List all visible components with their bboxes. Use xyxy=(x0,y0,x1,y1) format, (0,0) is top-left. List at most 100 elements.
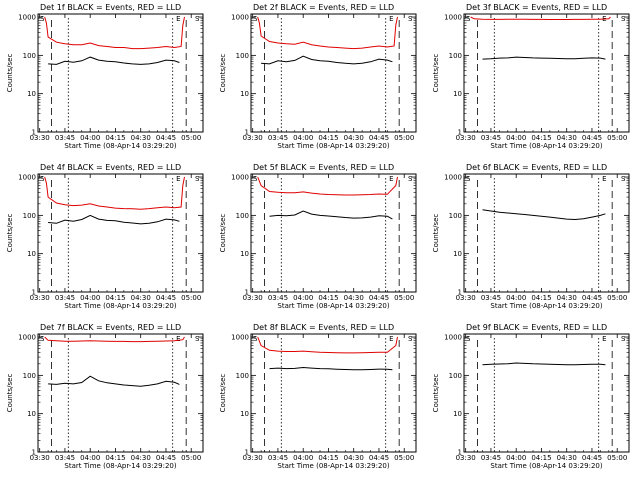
y-tick-label: 100 xyxy=(236,372,249,380)
start-marker: S xyxy=(253,175,258,183)
plot-frame xyxy=(463,173,630,293)
x-tick-label: 04:15 xyxy=(531,134,551,142)
x-tick-label: 04:30 xyxy=(557,294,577,302)
x-tick-label: 03:45 xyxy=(481,454,501,462)
y-axis-label: Counts/sec xyxy=(6,374,14,413)
y-tick-label: 10 xyxy=(453,410,462,418)
start-marker-right: S xyxy=(621,175,626,183)
x-tick-label: 04:15 xyxy=(318,134,338,142)
y-tick-label: 100 xyxy=(23,52,36,60)
x-tick-label: 03:30 xyxy=(243,294,263,302)
end-marker: E xyxy=(389,175,393,183)
x-tick-label: 04:30 xyxy=(344,134,364,142)
panel-title: Det 5f BLACK = Events, RED = LLD xyxy=(253,163,394,172)
x-tick-label: 04:15 xyxy=(105,294,125,302)
y-tick-label: 100 xyxy=(236,212,249,220)
x-tick-label: 05:00 xyxy=(394,294,414,302)
x-tick-label: 04:00 xyxy=(506,454,526,462)
x-tick-label: 03:45 xyxy=(55,294,75,302)
detector-panel: Det 5f BLACK = Events, RED = LLD 1 10 100 10… xyxy=(219,163,417,310)
y-tick-label: 100 xyxy=(236,52,249,60)
x-tick-label: 03:30 xyxy=(243,454,263,462)
series-lld-line xyxy=(257,16,398,50)
y-tick-label: 1000 xyxy=(18,14,36,22)
x-tick-label: 05:00 xyxy=(394,134,414,142)
y-tick-label: 10 xyxy=(453,250,462,258)
x-tick-label: 04:30 xyxy=(131,294,151,302)
y-tick-label: 10 xyxy=(240,90,249,98)
y-tick-label: 1000 xyxy=(444,14,462,22)
x-tick-label: 03:45 xyxy=(268,454,288,462)
plot-frame xyxy=(250,333,417,453)
x-axis-label: Start Time (08-Apr-14 03:29:20) xyxy=(490,142,602,150)
series-events-line xyxy=(48,214,180,225)
series-events-line xyxy=(48,56,180,65)
x-tick-label: 03:45 xyxy=(268,134,288,142)
x-tick-label: 05:00 xyxy=(394,454,414,462)
x-tick-label: 03:30 xyxy=(456,454,476,462)
y-axis-label: Counts/sec xyxy=(219,374,227,413)
detector-panel: Det 9f BLACK = Events, RED = LLD 1 10 100 10… xyxy=(432,323,630,470)
start-marker-right: S xyxy=(195,15,200,23)
x-tick-label: 04:45 xyxy=(582,294,602,302)
series-events-line xyxy=(269,210,393,220)
x-axis-label: Start Time (08-Apr-14 03:29:20) xyxy=(64,302,176,310)
detector-panel: Det 1f BLACK = Events, RED = LLD 1 10 100 10… xyxy=(6,3,204,150)
x-tick-label: 05:00 xyxy=(181,454,201,462)
y-tick-label: 1 xyxy=(32,449,36,457)
start-marker: S xyxy=(466,335,471,343)
y-tick-label: 10 xyxy=(240,250,249,258)
x-tick-label: 04:15 xyxy=(318,294,338,302)
x-tick-label: 04:15 xyxy=(105,134,125,142)
start-marker-right: S xyxy=(408,175,413,183)
x-axis-label: Start Time (08-Apr-14 03:29:20) xyxy=(277,142,389,150)
y-tick-label: 1 xyxy=(32,129,36,137)
plot-frame xyxy=(463,333,630,453)
x-tick-label: 04:45 xyxy=(369,454,389,462)
y-tick-label: 1000 xyxy=(444,334,462,342)
end-marker: E xyxy=(602,175,606,183)
series-events-line xyxy=(482,209,606,221)
y-tick-label: 10 xyxy=(27,90,36,98)
y-axis-label: Counts/sec xyxy=(219,214,227,253)
x-tick-label: 04:30 xyxy=(557,454,577,462)
start-marker: S xyxy=(253,335,258,343)
y-tick-label: 1000 xyxy=(18,334,36,342)
y-tick-label: 1000 xyxy=(444,174,462,182)
x-tick-label: 04:15 xyxy=(531,454,551,462)
y-axis-label: Counts/sec xyxy=(6,54,14,93)
start-marker-right: S xyxy=(408,335,413,343)
start-marker: S xyxy=(253,15,258,23)
x-tick-label: 03:30 xyxy=(30,454,50,462)
x-tick-label: 04:00 xyxy=(506,134,526,142)
detector-panel: Det 4f BLACK = Events, RED = LLD 1 10 100 10… xyxy=(6,163,204,310)
x-tick-label: 04:30 xyxy=(344,294,364,302)
start-marker-right: S xyxy=(195,335,200,343)
x-tick-label: 05:00 xyxy=(607,294,627,302)
x-tick-label: 04:45 xyxy=(369,134,389,142)
x-tick-label: 04:45 xyxy=(582,454,602,462)
start-marker-right: S xyxy=(195,175,200,183)
detector-panel: Det 3f BLACK = Events, RED = LLD 1 10 100 10… xyxy=(432,3,630,150)
series-events-line xyxy=(269,366,393,371)
series-events-line xyxy=(48,375,180,387)
y-tick-label: 100 xyxy=(23,372,36,380)
x-axis-label: Start Time (08-Apr-14 03:29:20) xyxy=(490,302,602,310)
panel-title: Det 7f BLACK = Events, RED = LLD xyxy=(40,323,181,332)
start-marker: S xyxy=(466,15,471,23)
x-axis-label: Start Time (08-Apr-14 03:29:20) xyxy=(277,462,389,470)
x-tick-label: 04:45 xyxy=(369,294,389,302)
plot-frame xyxy=(463,13,630,133)
y-axis-label: Counts/sec xyxy=(432,54,440,93)
x-tick-label: 04:00 xyxy=(80,294,100,302)
x-tick-label: 04:15 xyxy=(318,454,338,462)
x-tick-label: 04:00 xyxy=(80,454,100,462)
x-axis-label: Start Time (08-Apr-14 03:29:20) xyxy=(490,462,602,470)
x-tick-label: 04:00 xyxy=(506,294,526,302)
plot-frame xyxy=(250,173,417,293)
y-axis-label: Counts/sec xyxy=(219,54,227,93)
series-events-line xyxy=(261,55,393,65)
series-lld-line xyxy=(44,16,185,50)
x-tick-label: 04:15 xyxy=(531,294,551,302)
